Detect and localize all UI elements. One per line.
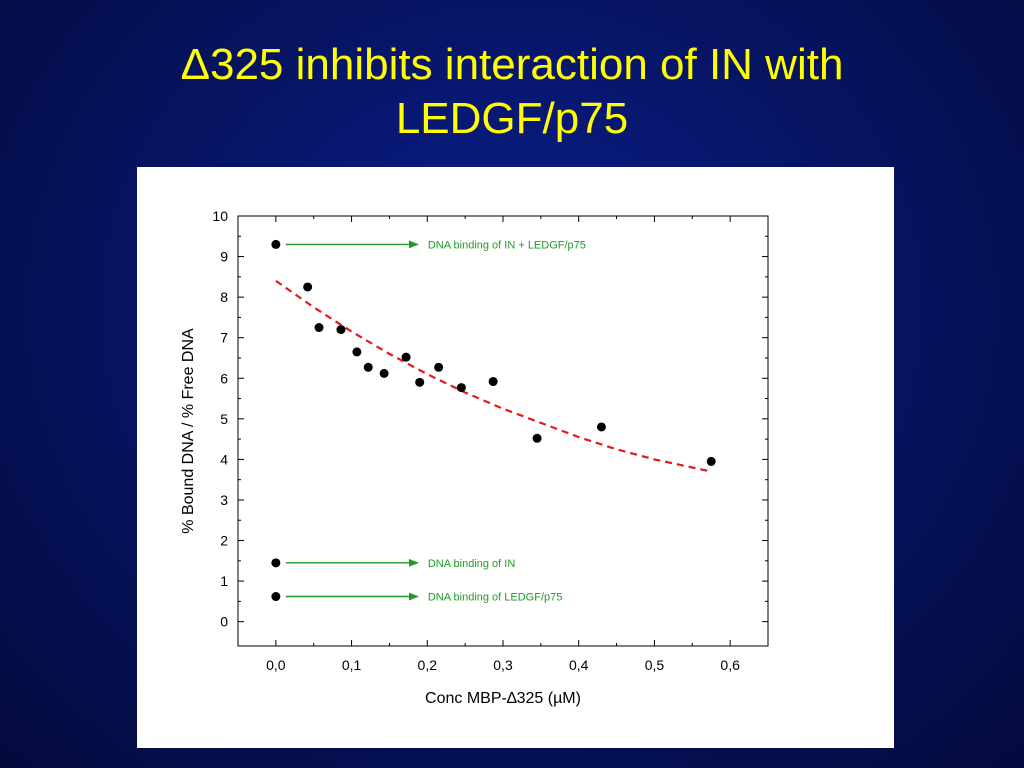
fit-curve-group: [275, 279, 712, 473]
plot-frame: [237, 215, 769, 647]
data-point: [456, 383, 466, 393]
slide-title-line-1: Δ325 inhibits interaction of IN with: [180, 40, 844, 89]
x-tick-label: 0,5: [645, 657, 665, 673]
annotation-label: DNA binding of IN: [428, 558, 515, 570]
x-tick-label: 0,1: [342, 657, 362, 673]
data-point: [596, 422, 606, 432]
y-tick-label: 7: [220, 330, 228, 346]
annotation-label: DNA binding of LEDGF/p75: [428, 592, 563, 604]
y-tick-label: 2: [220, 533, 228, 549]
slide-title-line-2: LEDGF/p75: [395, 94, 629, 143]
data-point: [363, 362, 373, 372]
y-tick-label: 5: [220, 411, 228, 427]
y-tick-label: 3: [220, 492, 228, 508]
x-axis-label: Conc MBP-∆325 (µM): [425, 690, 581, 707]
chart-panel: 0 1 2 3 4 5 6 7 8 9 10 0,0 0,1 0,2 0,3 0,4 0,5 0,6 DNA b…: [137, 167, 894, 748]
x-axis-ticks: 0,0 0,1 0,2 0,3 0,4 0,5 0,6: [266, 216, 740, 673]
data-point: [379, 368, 389, 378]
scatter-chart: 0 1 2 3 4 5 6 7 8 9 10 0,0 0,1 0,2 0,3 0,4 0,5 0,6 DNA b…: [180, 208, 769, 707]
annotation-point: [271, 239, 281, 249]
data-point: [434, 362, 444, 372]
y-tick-label: 1: [220, 573, 228, 589]
y-tick-label: 9: [220, 249, 228, 265]
y-tick-label: 8: [220, 289, 228, 305]
annotation-point: [271, 558, 281, 568]
data-point: [706, 456, 716, 466]
y-axis-label: % Bound DNA / % Free DNA: [180, 328, 197, 534]
y-tick-label: 6: [220, 370, 228, 386]
data-point: [415, 377, 425, 387]
y-tick-label: 0: [220, 614, 228, 630]
x-tick-label: 0,6: [720, 657, 740, 673]
data-point: [303, 282, 313, 292]
data-point: [532, 433, 542, 443]
x-tick-label: 0,3: [493, 657, 513, 673]
x-tick-label: 0,0: [266, 657, 286, 673]
x-tick-label: 0,4: [569, 657, 589, 673]
data-point: [352, 347, 362, 357]
data-points: [303, 282, 716, 466]
slide-title: Δ325 inhibits interaction of IN with LED…: [0, 38, 1024, 146]
y-axis-ticks: 0 1 2 3 4 5 6 7 8 9 10: [212, 208, 768, 630]
y-tick-label: 4: [220, 451, 228, 467]
data-point: [336, 325, 346, 335]
annotation-point: [271, 592, 281, 602]
data-point: [401, 352, 411, 362]
data-point: [314, 323, 324, 333]
data-point: [488, 377, 498, 387]
x-tick-label: 0,2: [418, 657, 438, 673]
annotation-label: DNA binding of IN + LEDGF/p75: [428, 239, 586, 251]
fit-curve: [275, 279, 712, 473]
y-tick-label: 10: [212, 208, 228, 224]
annotations: DNA binding of IN + LEDGF/p75 DNA binding…: [271, 239, 586, 604]
